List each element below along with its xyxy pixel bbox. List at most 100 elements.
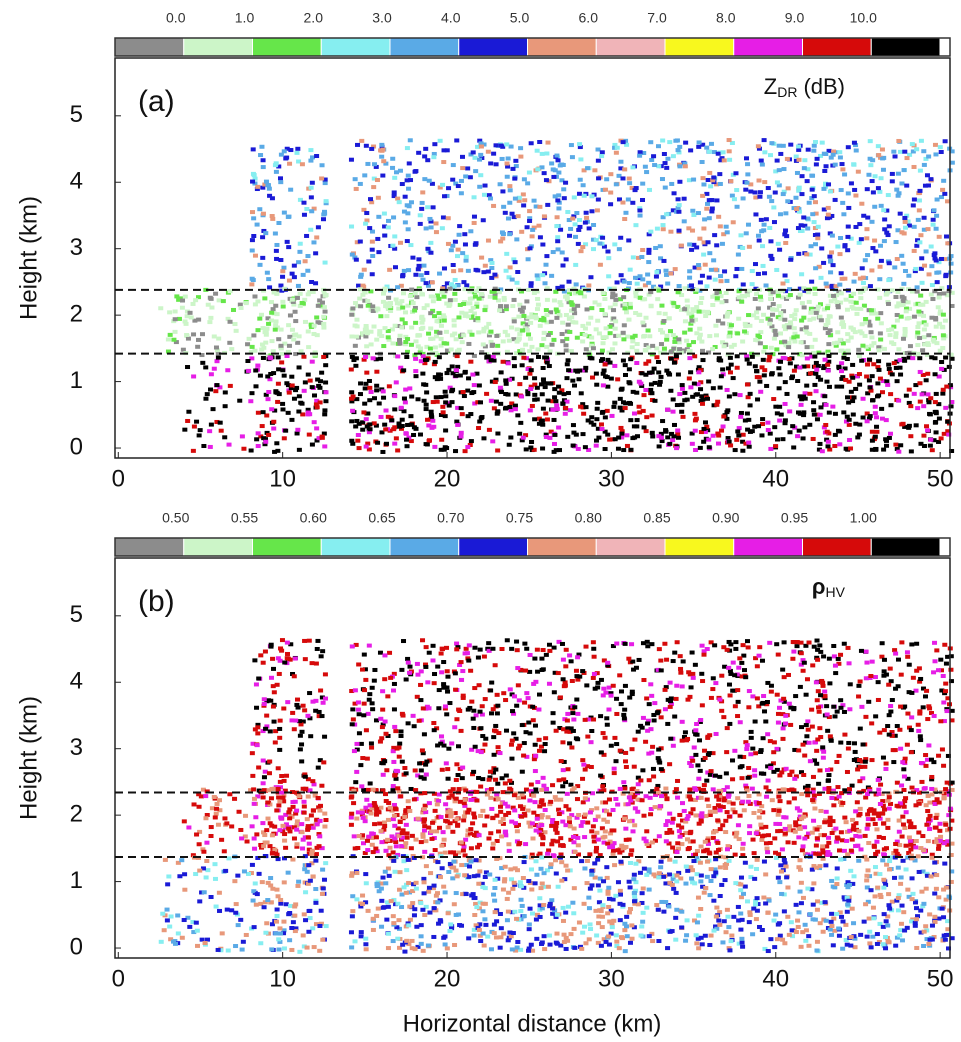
echo-pixel (406, 661, 411, 665)
echo-pixel (804, 331, 809, 335)
echo-pixel (423, 358, 428, 362)
echo-pixel (481, 342, 486, 346)
echo-pixel (921, 149, 926, 153)
echo-pixel (623, 211, 628, 215)
echo-pixel (622, 167, 627, 171)
echo-pixel (276, 221, 281, 225)
echo-pixel (470, 373, 475, 377)
echo-pixel (746, 766, 751, 770)
echo-pixel (614, 151, 619, 155)
echo-pixel (527, 219, 532, 223)
echo-pixel (509, 757, 514, 761)
colorbar-swatch (321, 38, 390, 56)
echo-pixel (836, 657, 841, 661)
echo-pixel (428, 251, 433, 255)
echo-pixel (906, 274, 911, 278)
echo-pixel (684, 339, 689, 343)
echo-pixel (782, 340, 787, 344)
echo-pixel (861, 281, 866, 285)
echo-pixel (409, 439, 414, 443)
echo-pixel (833, 412, 838, 416)
echo-pixel (476, 426, 481, 430)
echo-pixel (727, 149, 732, 153)
echo-pixel (838, 741, 843, 745)
echo-pixel (515, 270, 520, 274)
echo-pixel (255, 223, 260, 227)
echo-pixel (864, 661, 869, 665)
echo-pixel (280, 402, 285, 406)
echo-pixel (303, 380, 308, 384)
echo-pixel (903, 757, 908, 761)
echo-pixel (578, 157, 583, 161)
echo-pixel (323, 390, 328, 394)
echo-pixel (576, 228, 581, 232)
echo-pixel (837, 283, 842, 287)
echo-pixel (885, 383, 890, 387)
echo-pixel (912, 198, 917, 202)
echo-pixel (825, 729, 830, 733)
echo-pixel (767, 195, 772, 199)
echo-pixel (572, 384, 577, 388)
echo-pixel (893, 154, 898, 158)
echo-pixel (918, 303, 923, 307)
echo-pixel (689, 685, 694, 689)
echo-pixel (724, 291, 729, 295)
echo-pixel (454, 762, 459, 766)
echo-pixel (821, 261, 826, 265)
echo-pixel (537, 749, 542, 753)
echo-pixel (589, 740, 594, 744)
echo-pixel (512, 356, 517, 360)
echo-pixel (456, 744, 461, 748)
echo-pixel (434, 395, 439, 399)
echo-pixel (403, 220, 408, 224)
echo-pixel (809, 708, 814, 712)
echo-pixel (899, 181, 904, 185)
echo-pixel (424, 442, 429, 446)
echo-pixel (266, 390, 271, 394)
echo-pixel (397, 425, 402, 429)
echo-pixel (419, 768, 424, 772)
echo-pixel (697, 310, 702, 314)
echo-pixel (714, 403, 719, 407)
echo-pixel (622, 323, 627, 327)
echo-pixel (567, 653, 572, 657)
echo-pixel (294, 151, 299, 155)
echo-pixel (746, 776, 751, 780)
echo-pixel (621, 331, 626, 335)
y-tick-label: 1 (70, 367, 83, 394)
echo-pixel (721, 150, 726, 154)
echo-pixel (891, 748, 896, 752)
echo-pixel (832, 444, 837, 448)
echo-pixel (777, 248, 782, 252)
echo-pixel (931, 208, 936, 212)
echo-pixel (851, 163, 856, 167)
echo-pixel (213, 389, 218, 393)
echo-pixel (925, 392, 930, 396)
echo-pixel (290, 298, 295, 302)
echo-pixel (717, 698, 722, 702)
echo-pixel (432, 672, 437, 676)
echo-pixel (435, 319, 440, 323)
echo-pixel (589, 306, 594, 310)
echo-pixel (439, 448, 444, 452)
echo-pixel (652, 163, 657, 167)
echo-pixel (887, 261, 892, 265)
echo-pixel (266, 433, 271, 437)
echo-pixel (395, 769, 400, 773)
echo-pixel (541, 784, 546, 788)
echo-pixel (250, 238, 255, 242)
echo-pixel (209, 297, 214, 301)
echo-pixel (494, 143, 499, 147)
echo-pixel (599, 154, 604, 158)
echo-pixel (752, 768, 757, 772)
echo-pixel (864, 236, 869, 240)
echo-pixel (466, 314, 471, 318)
echo-pixel (526, 721, 531, 725)
echo-pixel (300, 162, 305, 166)
echo-pixel (505, 333, 510, 337)
echo-pixel (815, 417, 820, 421)
echo-pixel (873, 405, 878, 409)
echo-pixel (687, 269, 692, 273)
echo-pixel (859, 649, 864, 653)
echo-pixel (475, 316, 480, 320)
